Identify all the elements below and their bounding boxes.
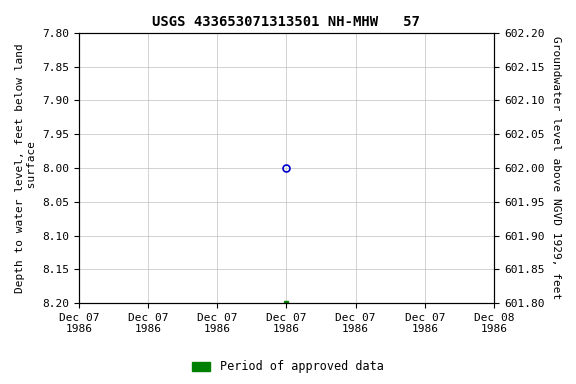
- Y-axis label: Groundwater level above NGVD 1929, feet: Groundwater level above NGVD 1929, feet: [551, 36, 561, 300]
- Y-axis label: Depth to water level, feet below land
 surface: Depth to water level, feet below land su…: [15, 43, 37, 293]
- Legend: Period of approved data: Period of approved data: [188, 356, 388, 378]
- Title: USGS 433653071313501 NH-MHW   57: USGS 433653071313501 NH-MHW 57: [153, 15, 420, 29]
